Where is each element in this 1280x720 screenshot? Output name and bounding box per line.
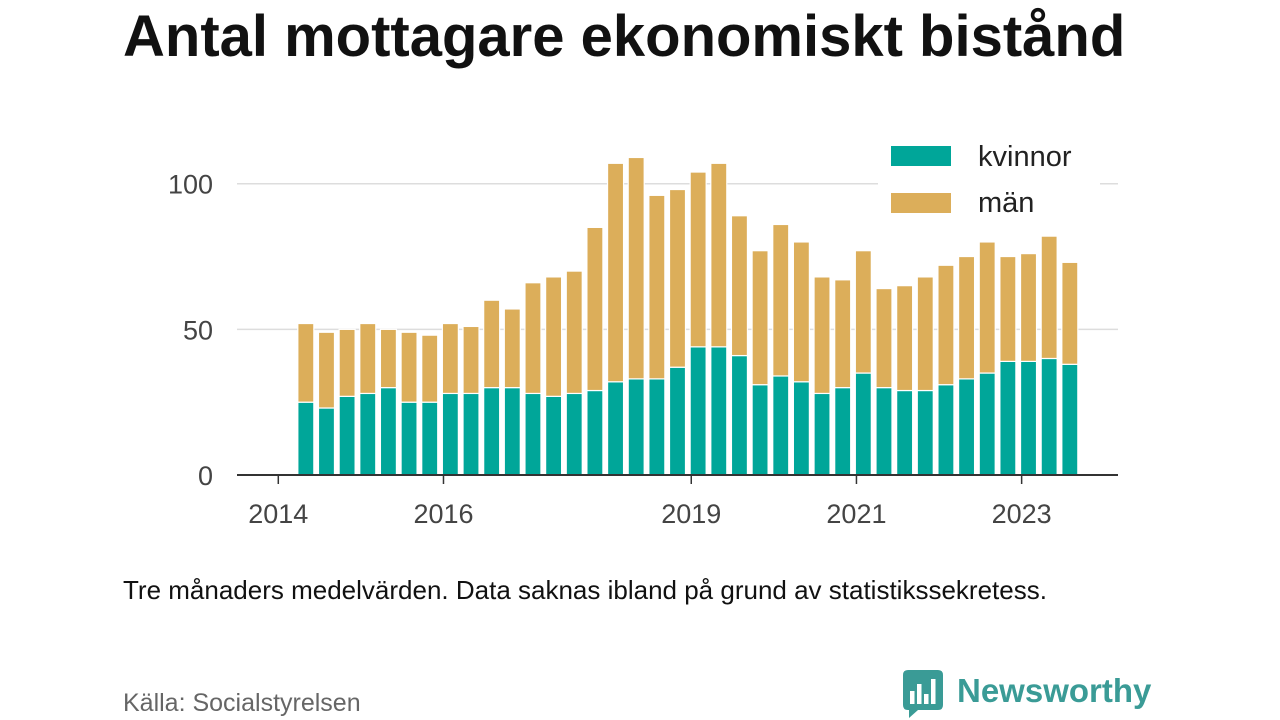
bar-women bbox=[978, 372, 996, 476]
x-tick-label: 2019 bbox=[661, 499, 721, 529]
bar-women bbox=[400, 401, 418, 476]
bar-men bbox=[379, 328, 398, 389]
chart-note: Tre månaders medelvärden. Data saknas ib… bbox=[123, 575, 1047, 605]
legend-swatch-men bbox=[891, 193, 951, 213]
bar-women bbox=[317, 407, 336, 476]
bar-women bbox=[999, 360, 1017, 476]
bar-men bbox=[710, 162, 728, 348]
bar-men bbox=[792, 241, 810, 383]
bar-men bbox=[565, 270, 583, 395]
bar-men bbox=[999, 255, 1017, 362]
bar-women bbox=[834, 387, 852, 476]
bar-women bbox=[297, 401, 315, 476]
bar-men bbox=[1019, 253, 1038, 362]
bar-women bbox=[710, 346, 728, 476]
bar-women bbox=[689, 346, 707, 476]
bar-women bbox=[503, 387, 521, 476]
y-tick-label: 50 bbox=[183, 315, 213, 345]
chart-title: Antal mottagare ekonomiskt bistånd bbox=[123, 4, 1126, 69]
y-tick-label: 100 bbox=[168, 170, 213, 200]
bar-men bbox=[772, 223, 790, 377]
bar-men bbox=[441, 322, 459, 395]
bar-women bbox=[875, 387, 893, 476]
bar-men bbox=[627, 156, 645, 380]
bar-men bbox=[545, 276, 563, 397]
y-tick-label: 0 bbox=[198, 461, 213, 491]
bar-women bbox=[524, 392, 542, 476]
bar-women bbox=[545, 395, 563, 476]
bar-women bbox=[792, 381, 810, 476]
axes: 0 50 100 2014 2016 2019 2021 2023 bbox=[168, 170, 1118, 529]
legend: kvinnor män bbox=[878, 134, 1100, 224]
brand-name: Newsworthy bbox=[957, 672, 1152, 709]
source-credit: Källa: Socialstyrelsen bbox=[123, 689, 361, 717]
bar-men bbox=[978, 241, 996, 374]
bar-men bbox=[875, 287, 893, 389]
bar-men bbox=[957, 255, 976, 380]
bar-men bbox=[483, 299, 501, 389]
legend-label-men: män bbox=[978, 187, 1034, 219]
x-tick-label: 2023 bbox=[992, 499, 1052, 529]
bar-men bbox=[338, 328, 356, 397]
bar-men bbox=[896, 285, 914, 392]
bar-women bbox=[854, 372, 872, 476]
bar-men bbox=[751, 250, 769, 386]
bar-women bbox=[730, 354, 749, 476]
bar-women bbox=[627, 378, 645, 476]
bar-women bbox=[648, 378, 666, 476]
bar-women bbox=[338, 395, 356, 476]
bar-men bbox=[1040, 235, 1058, 360]
bar-men bbox=[524, 282, 542, 395]
bar-women bbox=[483, 387, 501, 476]
bar-men bbox=[834, 279, 852, 389]
bar-men bbox=[606, 162, 625, 383]
legend-label-women: kvinnor bbox=[978, 141, 1072, 173]
bar-women bbox=[937, 384, 955, 476]
bar-women bbox=[813, 392, 831, 476]
bar-men bbox=[586, 226, 604, 392]
legend-swatch-women bbox=[891, 146, 951, 166]
bar-women bbox=[1040, 357, 1058, 476]
x-tick-label: 2021 bbox=[826, 499, 886, 529]
bar-women bbox=[421, 401, 439, 476]
bar-women bbox=[751, 384, 769, 476]
bar-women bbox=[957, 378, 976, 476]
bar-men bbox=[359, 322, 377, 395]
bar-men bbox=[462, 325, 480, 395]
bar-men bbox=[1061, 261, 1079, 365]
bar-women bbox=[916, 389, 934, 476]
bar-men bbox=[813, 276, 831, 395]
bar-men bbox=[400, 331, 418, 403]
newsworthy-logo-icon bbox=[903, 670, 943, 718]
bar-women bbox=[462, 392, 480, 476]
brand-logo: Newsworthy bbox=[903, 670, 1151, 718]
bar-men bbox=[916, 276, 934, 392]
bar-women bbox=[441, 392, 459, 476]
bar-men bbox=[854, 250, 872, 374]
bar-men bbox=[730, 215, 749, 357]
bar-men bbox=[317, 331, 336, 409]
bar-women bbox=[896, 389, 914, 476]
bar-women bbox=[668, 366, 687, 476]
bar-men bbox=[937, 264, 955, 386]
bar-women bbox=[586, 389, 604, 476]
bar-men bbox=[421, 334, 439, 403]
bar-women bbox=[565, 392, 583, 476]
bar-women bbox=[1019, 360, 1038, 476]
x-tick-label: 2016 bbox=[413, 499, 473, 529]
bar-men bbox=[503, 308, 521, 389]
bars bbox=[297, 156, 1079, 476]
bar-women bbox=[1061, 363, 1079, 476]
bar-men bbox=[297, 322, 315, 403]
bar-men bbox=[648, 194, 666, 380]
bar-women bbox=[379, 387, 398, 476]
x-tick-label: 2014 bbox=[248, 499, 308, 529]
bar-men bbox=[668, 188, 687, 368]
bar-women bbox=[359, 392, 377, 476]
bar-men bbox=[689, 171, 707, 348]
bar-women bbox=[606, 381, 625, 476]
stacked-bar-chart: kvinnor män 0 50 100 2014 2016 2019 2021 2023 bbox=[167, 134, 1118, 529]
bar-women bbox=[772, 375, 790, 476]
